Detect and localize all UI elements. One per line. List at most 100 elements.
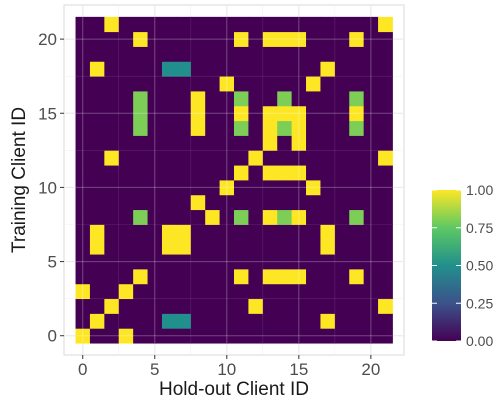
colorbar-tick-label: 0.00 (466, 333, 493, 349)
heatmap-cell (320, 46, 336, 62)
heatmap-cell (118, 268, 134, 285)
heatmap-cell (219, 165, 235, 181)
heatmap-cell (89, 313, 105, 329)
heatmap-cell (234, 180, 249, 196)
heatmap-cell (363, 254, 379, 270)
heatmap-cell (320, 91, 336, 107)
heatmap-cell (306, 61, 321, 77)
heatmap-cell (176, 91, 192, 107)
heatmap-cell (306, 283, 321, 300)
heatmap-cell (277, 328, 293, 344)
heatmap-cell (161, 209, 177, 225)
heatmap-cell (219, 254, 235, 270)
heatmap-cell (291, 61, 307, 77)
heatmap-cell (205, 254, 220, 270)
heatmap-cell (378, 16, 393, 33)
heatmap-cell (176, 165, 192, 181)
colorbar-tick-label: 0.75 (466, 220, 493, 236)
heatmap-cell (306, 46, 321, 62)
heatmap-cell (363, 313, 379, 329)
heatmap-cell (378, 135, 393, 151)
heatmap-cell (89, 239, 105, 255)
heatmap-cell (277, 165, 293, 181)
heatmap-cell (378, 328, 393, 344)
heatmap-cell (161, 135, 177, 151)
heatmap-cell (277, 16, 293, 33)
heatmap-cell (378, 298, 393, 314)
heatmap-cell (118, 194, 134, 211)
heatmap-cell (75, 91, 91, 107)
heatmap-cell (161, 224, 177, 240)
heatmap-cell (75, 209, 91, 225)
heatmap-cell (363, 239, 379, 255)
y-tick-label: 0 (48, 327, 57, 346)
heatmap-cell (334, 165, 350, 181)
heatmap-cell (320, 105, 336, 122)
heatmap-cell (349, 180, 365, 196)
heatmap-cell (320, 268, 336, 285)
heatmap-cell (262, 194, 278, 211)
heatmap-cell (133, 150, 148, 166)
heatmap-cell (147, 135, 163, 151)
heatmap-cell (133, 135, 148, 151)
heatmap-cell (349, 120, 365, 136)
heatmap-cell (190, 254, 206, 270)
heatmap-cell (363, 150, 379, 166)
heatmap-cell (104, 254, 120, 270)
heatmap-cell (176, 105, 192, 122)
heatmap-cell (363, 283, 379, 300)
heatmap-cell (147, 298, 163, 314)
heatmap-cell (306, 165, 321, 181)
heatmap-cell (176, 120, 192, 136)
heatmap-cell (176, 224, 192, 240)
heatmap-cell (161, 268, 177, 285)
heatmap-cell (334, 46, 350, 62)
heatmap-cell (262, 239, 278, 255)
heatmap-cell (190, 135, 206, 151)
heatmap-cell (89, 135, 105, 151)
heatmap-cell (334, 31, 350, 47)
heatmap-cell (75, 16, 91, 33)
heatmap-cell (75, 298, 91, 314)
heatmap-cell (104, 313, 120, 329)
heatmap-cell (248, 239, 264, 255)
heatmap-cell (334, 209, 350, 225)
heatmap-cell (190, 150, 206, 166)
heatmap-cell (277, 298, 293, 314)
heatmap-cell (104, 194, 120, 211)
heatmap-cell (320, 31, 336, 47)
heatmap-cell (133, 91, 148, 107)
heatmap-cell (190, 105, 206, 122)
heatmap-cell (363, 46, 379, 62)
heatmap-cell (176, 180, 192, 196)
heatmap-cell (363, 224, 379, 240)
heatmap-cell (248, 120, 264, 136)
heatmap-cell (147, 105, 163, 122)
heatmap-cell (320, 76, 336, 92)
heatmap-cell (363, 194, 379, 211)
heatmap-cell (205, 298, 220, 314)
heatmap-cell (161, 313, 177, 329)
heatmap-cell (248, 180, 264, 196)
x-tick-label: 10 (217, 360, 236, 379)
heatmap-cell (147, 194, 163, 211)
heatmap-cell (133, 268, 148, 285)
heatmap-cell (205, 16, 220, 33)
heatmap-cell (378, 31, 393, 47)
heatmap-cell (234, 239, 249, 255)
heatmap-cell (349, 31, 365, 47)
heatmap-cell (262, 328, 278, 344)
heatmap-cell (291, 298, 307, 314)
heatmap-cell (320, 298, 336, 314)
heatmap-cell (161, 194, 177, 211)
heatmap-cell (349, 105, 365, 122)
heatmap-cell (334, 268, 350, 285)
heatmap-cell (89, 194, 105, 211)
heatmap-cell (205, 268, 220, 285)
heatmap-cell (190, 209, 206, 225)
heatmap-cell (291, 194, 307, 211)
heatmap-cell (363, 268, 379, 285)
heatmap-cell (277, 194, 293, 211)
heatmap-cell (306, 120, 321, 136)
heatmap-cell (118, 76, 134, 92)
